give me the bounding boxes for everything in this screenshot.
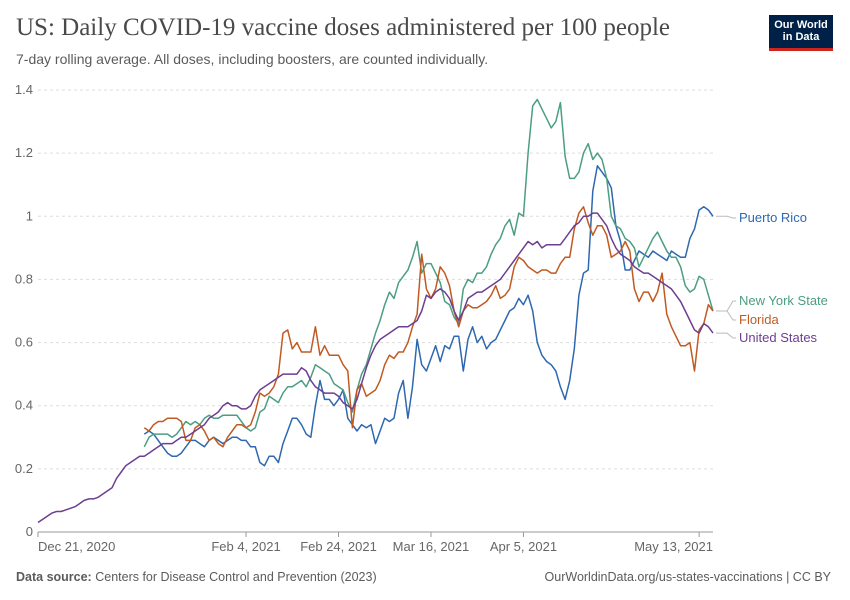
series-label-united-states: United States [739, 330, 818, 345]
label-connector [716, 332, 736, 339]
owid-logo[interactable]: Our World in Data [769, 15, 833, 51]
chart-title: US: Daily COVID-19 vaccine doses adminis… [16, 14, 671, 41]
x-tick-label: Feb 4, 2021 [211, 539, 280, 554]
series-label-new-york-state: New York State [739, 293, 828, 308]
x-tick-label: Feb 24, 2021 [300, 539, 377, 554]
series-line-new-york-state [143, 98, 714, 448]
y-tick-label: 0.8 [15, 271, 33, 286]
x-tick-label: Mar 16, 2021 [393, 539, 470, 554]
y-tick-label: 0.4 [15, 398, 33, 413]
series-label-florida: Florida [739, 312, 780, 327]
y-tick-label: 1.2 [15, 145, 33, 160]
footer-url[interactable]: OurWorldinData.org/us-states-vaccination… [544, 570, 831, 584]
x-tick-label: Dec 21, 2020 [38, 539, 115, 554]
y-tick-label: 1.4 [15, 82, 33, 97]
y-tick-label: 1 [26, 208, 33, 223]
source-text[interactable]: Centers for Disease Control and Preventi… [95, 570, 377, 584]
footer-source: Data source: Centers for Disease Control… [16, 570, 377, 584]
series-line-puerto-rico [143, 165, 714, 467]
x-tick-label: May 13, 2021 [634, 539, 713, 554]
logo-line-2: in Data [782, 31, 820, 43]
y-tick-label: 0.6 [15, 335, 33, 350]
label-connector [716, 300, 736, 312]
logo-line-1: Our World [774, 19, 828, 31]
x-tick-label: Apr 5, 2021 [490, 539, 557, 554]
y-tick-label: 0 [26, 524, 33, 539]
label-connector [716, 310, 736, 321]
label-connector [716, 215, 736, 219]
source-label: Data source: [16, 570, 92, 584]
series-line-florida [143, 206, 714, 448]
series-line-united-states [37, 212, 714, 524]
chart-subtitle: 7-day rolling average. All doses, includ… [16, 51, 489, 67]
series-label-puerto-rico: Puerto Rico [739, 210, 807, 225]
y-tick-label: 0.2 [15, 461, 33, 476]
